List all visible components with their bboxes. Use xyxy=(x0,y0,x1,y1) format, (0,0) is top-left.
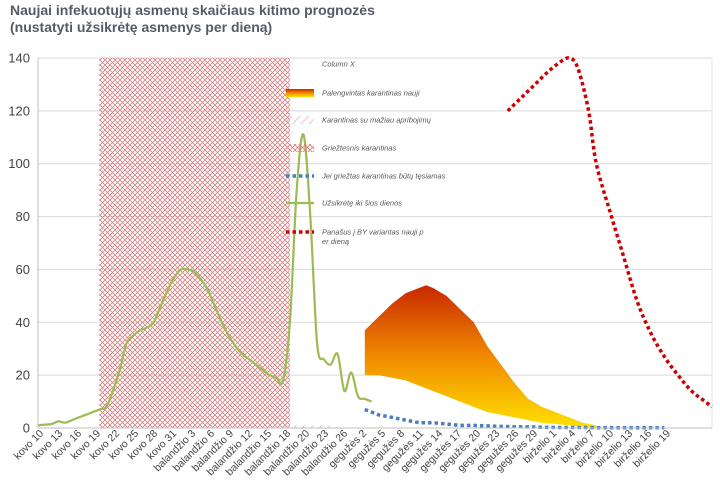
legend-label: Column X xyxy=(322,60,356,69)
legend-label: Griežtesnis karantinas xyxy=(322,144,396,153)
chart-title-line1: Naujai infekuotųjų asmenų skaičiaus kiti… xyxy=(10,2,375,18)
y-tick-label: 40 xyxy=(16,315,30,330)
legend-label: Karantinas su mažiau apribojimų xyxy=(322,116,432,125)
chart-title: Naujai infekuotųjų asmenų skaičiaus kiti… xyxy=(10,2,375,36)
y-tick-label: 0 xyxy=(23,421,30,436)
legend-label: Jei griežtas karantinas būtų tęsiamas xyxy=(321,172,446,181)
y-tick-label: 100 xyxy=(8,156,30,171)
legend-label: Palengvintas karantinas nauji xyxy=(322,89,420,98)
region-light-quarantine xyxy=(289,425,338,428)
series-by-variant-line xyxy=(506,56,714,409)
y-tick-label: 60 xyxy=(16,262,30,277)
legend: Column X Palengvintas karantinas nauji Kar… xyxy=(286,60,446,246)
legend-swatch-cross-hatch xyxy=(286,144,314,152)
legend-label: Užsikrėtę iki šios dienos xyxy=(322,199,402,208)
y-tick-label: 140 xyxy=(8,51,30,66)
y-tick-label: 120 xyxy=(8,103,30,118)
chart-title-line2: (nustatyti užsikrėtę asmenys per dieną) xyxy=(10,19,273,35)
legend-swatch-diagonal-hatch xyxy=(286,116,314,124)
y-tick-label: 20 xyxy=(16,368,30,383)
series-strict-continued-line xyxy=(364,407,665,430)
region-strict-quarantine xyxy=(99,58,290,428)
quarantine-regions xyxy=(99,58,338,428)
data-series xyxy=(37,56,714,430)
legend-label: Panašus į BY variantas nauji p xyxy=(322,228,424,237)
series-confirmed-cases-line xyxy=(37,133,373,427)
legend-label-continued: er dieną xyxy=(322,237,349,246)
legend-swatch-gradient xyxy=(286,89,314,97)
y-tick-label: 80 xyxy=(16,209,30,224)
series-relaxed-quarantine-area xyxy=(364,285,597,428)
